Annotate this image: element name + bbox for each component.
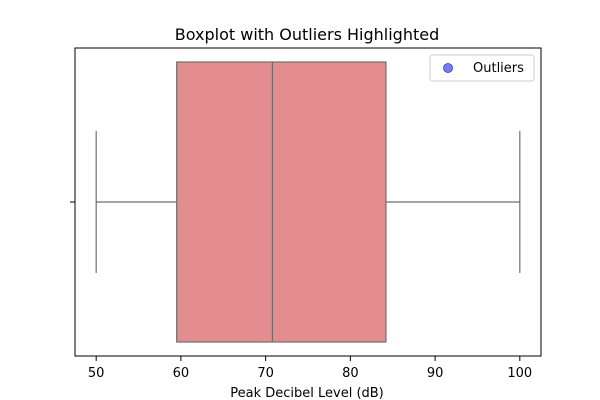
legend-frame <box>429 54 535 82</box>
legend-outlier-marker <box>443 63 453 73</box>
legend-label-outliers: Outliers <box>473 61 524 76</box>
interquartile-box <box>176 61 387 343</box>
x-tick-label-90: 90 <box>427 366 444 381</box>
box-group <box>95 61 521 343</box>
chart-title: Boxplot with Outliers Highlighted <box>175 25 440 44</box>
x-tick-label-50: 50 <box>88 366 105 381</box>
x-tick-label-80: 80 <box>342 366 359 381</box>
legend: Outliers <box>429 54 535 82</box>
x-axis-label: Peak Decibel Level (dB) <box>230 386 384 400</box>
x-axis-ticks: 50 60 70 80 90 100 <box>88 356 532 381</box>
x-tick-label-60: 60 <box>173 366 190 381</box>
x-tick-label-70: 70 <box>257 366 274 381</box>
x-tick-label-100: 100 <box>507 366 532 381</box>
